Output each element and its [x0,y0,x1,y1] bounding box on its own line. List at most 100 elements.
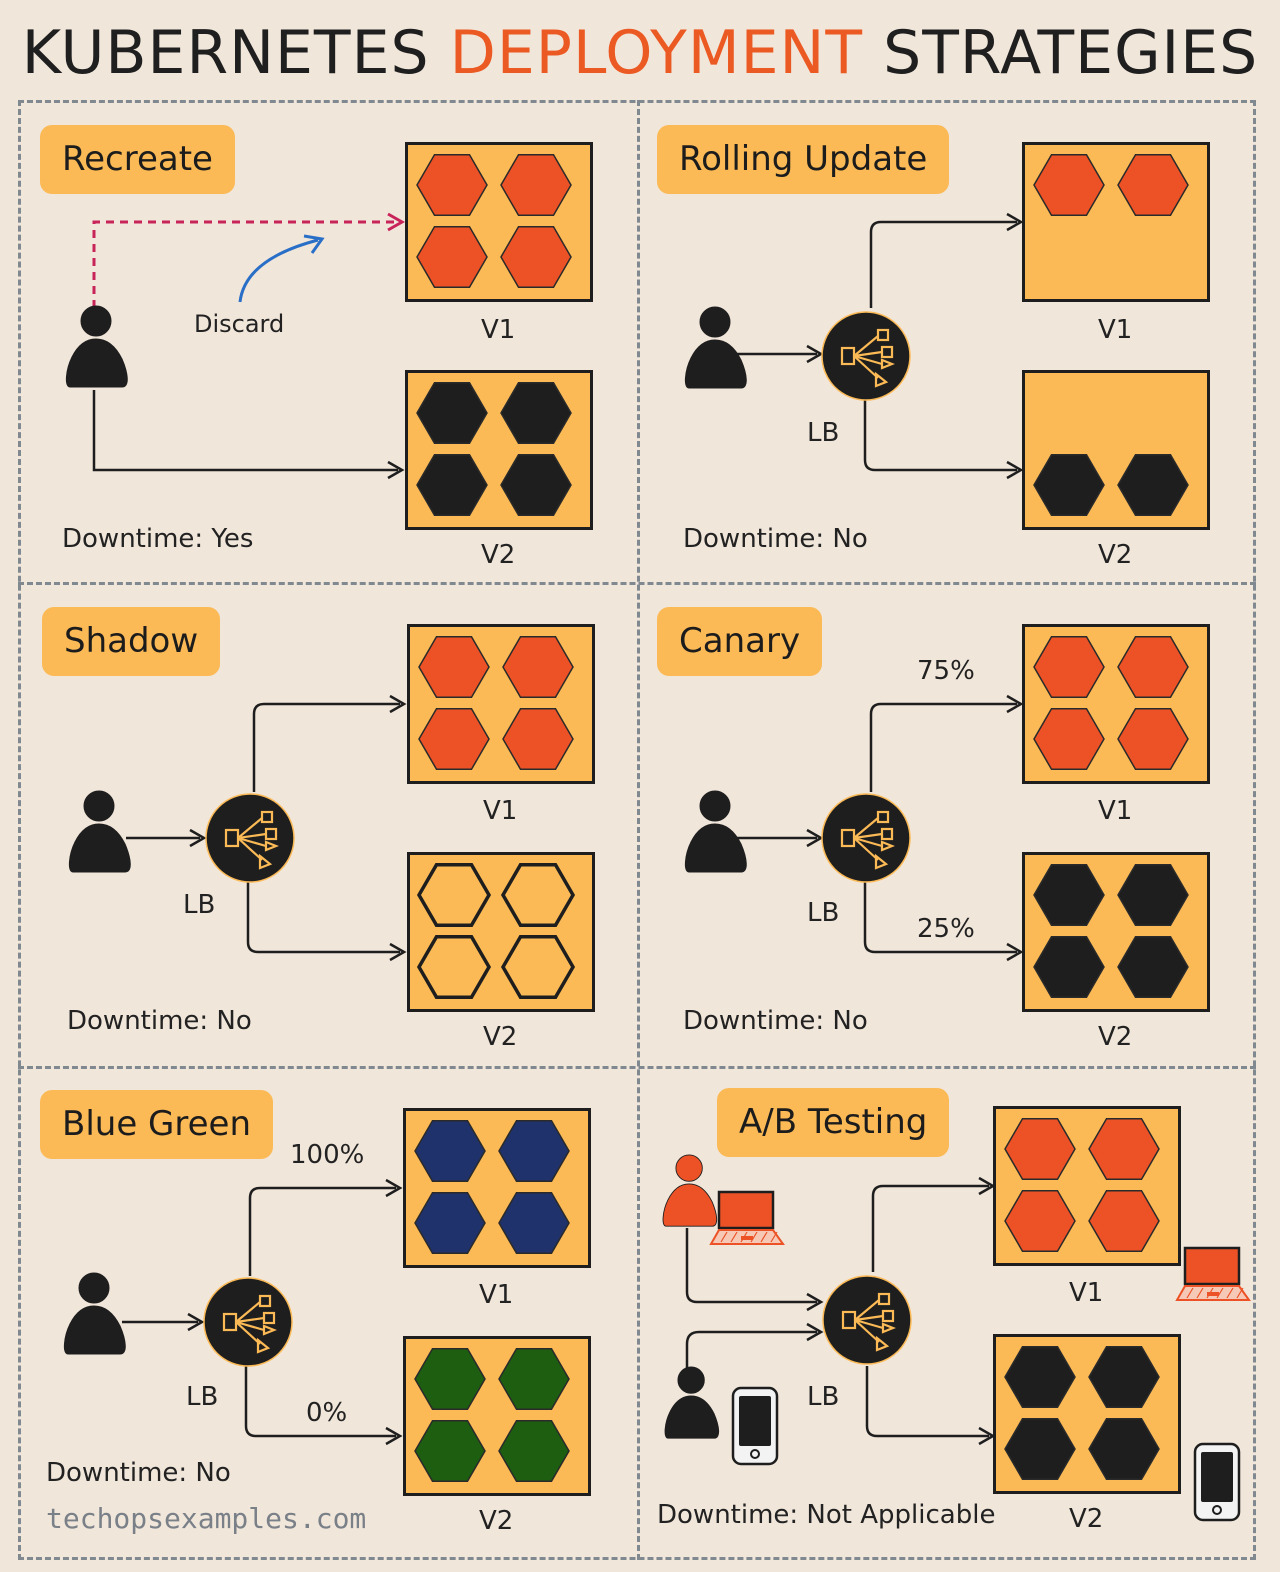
v1-label: V1 [483,796,518,826]
v1-pods-box [1022,624,1210,784]
divider-horizontal-2 [18,1066,1256,1069]
strategy-title: Canary [657,607,823,676]
lb-label: LB [807,1382,840,1412]
pod-hexagon-icon [418,707,490,771]
pod-hexagon-icon [1033,935,1105,999]
pod-hexagon-icon [416,381,488,445]
pod-hexagon-icon [1004,1189,1076,1253]
user-icon [65,790,135,878]
pod-hexagon-icon [500,934,576,1000]
discard-label: Discard [194,310,285,338]
strategy-title: Shadow [42,607,221,676]
v2-label: V2 [1098,1022,1133,1052]
panel-shadow: Shadow LB V1 V2 Downtime: No [18,584,637,1066]
v1-label: V1 [1098,796,1133,826]
phone-icon [729,1386,781,1470]
pod-hexagon-icon [500,862,576,928]
v2-label: V2 [481,540,516,570]
pod-hexagon-icon [416,862,492,928]
panel-canary: Canary LB 75% 25% V1 V2 Downtime: No [637,584,1256,1066]
page-title: KUBERNETES DEPLOYMENT STRATEGIES [21,18,1259,88]
pod-hexagon-icon [416,453,488,517]
downtime-label: Downtime: Yes [62,524,254,554]
downtime-label: Downtime: No [46,1458,231,1488]
pod-hexagon-icon [1088,1345,1160,1409]
v1-label: V1 [1098,315,1133,345]
divider-horizontal-1 [18,582,1256,585]
downtime-label: Downtime: No [67,1006,252,1036]
v1-label: V1 [1069,1278,1104,1308]
pod-hexagon-icon [1117,863,1189,927]
pod-hexagon-icon [500,381,572,445]
v2-pods-box [405,370,593,530]
v2-label: V2 [483,1022,518,1052]
user-icon-b [661,1366,723,1444]
load-balancer-icon [204,792,296,888]
strategy-title: Recreate [40,125,235,194]
strategy-title: Blue Green [40,1090,274,1159]
credit-text: techopsexamples.com [46,1502,367,1535]
pod-hexagon-icon [416,153,488,217]
pod-hexagon-icon [1088,1417,1160,1481]
pod-hexagon-icon [414,1119,486,1183]
panel-rolling-update: Rolling Update LB V1 V2 Downtime: No [637,100,1256,582]
v1-label: V1 [479,1280,514,1310]
pod-hexagon-icon [414,1419,486,1483]
phone-icon-v2 [1191,1442,1243,1526]
strategy-title: A/B Testing [717,1088,950,1157]
pod-hexagon-icon [1088,1189,1160,1253]
v2-label: V2 [479,1506,514,1536]
pod-hexagon-icon [1004,1117,1076,1181]
pod-hexagon-icon [1033,863,1105,927]
pod-hexagon-icon [1117,935,1189,999]
v2-pods-box [1022,370,1210,530]
pod-hexagon-icon [416,934,492,1000]
v2-traffic-percent: 0% [306,1398,348,1428]
pod-hexagon-icon [416,225,488,289]
pod-hexagon-icon [498,1119,570,1183]
v1-pods-box [405,142,593,302]
v1-traffic-percent: 100% [290,1140,365,1170]
pod-hexagon-icon [1117,453,1189,517]
laptop-icon [707,1190,787,1254]
v2-pods-box [407,852,595,1012]
divider-vertical [637,100,640,1560]
pod-hexagon-icon [498,1191,570,1255]
v2-pods-box [993,1334,1181,1494]
load-balancer-icon [202,1276,294,1372]
pod-hexagon-icon [502,707,574,771]
laptop-icon-v1 [1173,1246,1253,1310]
panel-recreate: Recreate Discard V1 V2 Downtime: Yes [18,100,637,582]
lb-label: LB [807,418,840,448]
load-balancer-icon [821,1274,913,1370]
pod-hexagon-icon [1033,635,1105,699]
pod-hexagon-icon [500,153,572,217]
pod-hexagon-icon [1004,1417,1076,1481]
user-icon [60,1272,130,1360]
user-icon-a [659,1154,721,1232]
pod-hexagon-icon [1033,153,1105,217]
downtime-label: Downtime: No [683,524,868,554]
pod-hexagon-icon [498,1347,570,1411]
pod-hexagon-icon [1117,635,1189,699]
pod-hexagon-icon [1033,453,1105,517]
pod-hexagon-icon [500,225,572,289]
pod-hexagon-icon [1117,707,1189,771]
panel-ab-testing: A/B Testing LB V1 V2 Downtime: Not Appli… [637,1068,1256,1550]
user-icon [62,305,132,393]
v1-pods-box [407,624,595,784]
pod-hexagon-icon [498,1419,570,1483]
pod-hexagon-icon [1088,1117,1160,1181]
pod-hexagon-icon [1033,707,1105,771]
v2-traffic-percent: 25% [917,914,975,944]
pod-hexagon-icon [414,1191,486,1255]
user-icon [681,790,751,878]
lb-label: LB [807,898,840,928]
v2-pods-box [1022,852,1210,1012]
pod-hexagon-icon [502,635,574,699]
v1-label: V1 [481,315,516,345]
v2-label: V2 [1098,540,1133,570]
downtime-label: Downtime: No [683,1006,868,1036]
user-icon [681,306,751,394]
pod-hexagon-icon [418,635,490,699]
